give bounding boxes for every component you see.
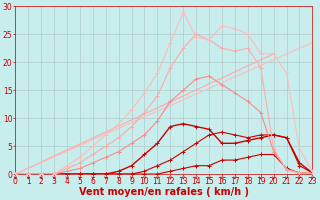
X-axis label: Vent moyen/en rafales ( km/h ): Vent moyen/en rafales ( km/h )	[79, 187, 249, 197]
